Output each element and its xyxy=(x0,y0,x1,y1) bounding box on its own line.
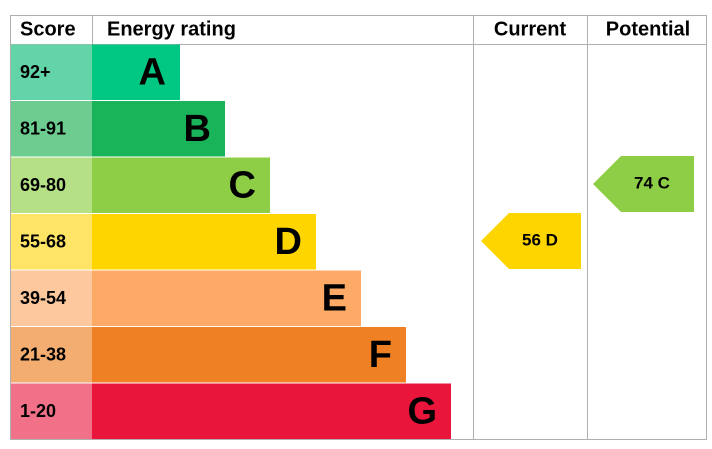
current-label: 56 D xyxy=(522,230,558,249)
band-score: 21-38 xyxy=(20,345,66,365)
score-cell xyxy=(11,44,92,100)
score-cell xyxy=(11,157,92,213)
band-bar xyxy=(92,214,316,270)
score-cell xyxy=(11,383,92,439)
band-bar xyxy=(92,157,270,213)
current-arrow xyxy=(481,213,581,269)
score-cell xyxy=(11,214,92,270)
potential-arrow xyxy=(593,156,694,212)
band-letter: F xyxy=(369,334,392,376)
header-potential: Potential xyxy=(606,18,690,40)
band-letter: D xyxy=(275,221,302,263)
band-score: 55-68 xyxy=(20,232,66,252)
band-letter: G xyxy=(407,390,437,432)
header-current: Current xyxy=(494,18,567,40)
score-cell xyxy=(11,270,92,326)
header-score: Score xyxy=(20,18,76,40)
band-score: 81-91 xyxy=(20,119,66,139)
score-cell xyxy=(11,327,92,383)
frame xyxy=(10,15,707,440)
band-letter: C xyxy=(229,164,256,206)
band-bar xyxy=(92,101,225,157)
band-score: 1-20 xyxy=(20,401,56,421)
band-bar xyxy=(92,44,180,100)
band-score: 69-80 xyxy=(20,175,66,195)
band-score: 39-54 xyxy=(20,288,66,308)
score-cell xyxy=(11,101,92,157)
header-rating: Energy rating xyxy=(107,18,236,40)
potential-label: 74 C xyxy=(634,173,670,192)
band-bar xyxy=(92,327,406,383)
bands: 92+ A 81-91 B 69-80 C 55-68 D 39-54 E 21-38 F 1-20 G xyxy=(11,44,451,439)
band-bar xyxy=(92,383,451,439)
band-bar xyxy=(92,270,361,326)
band-letter: A xyxy=(139,51,166,93)
band-score: 92+ xyxy=(20,62,51,82)
band-letter: E xyxy=(322,277,347,319)
band-letter: B xyxy=(184,108,211,150)
